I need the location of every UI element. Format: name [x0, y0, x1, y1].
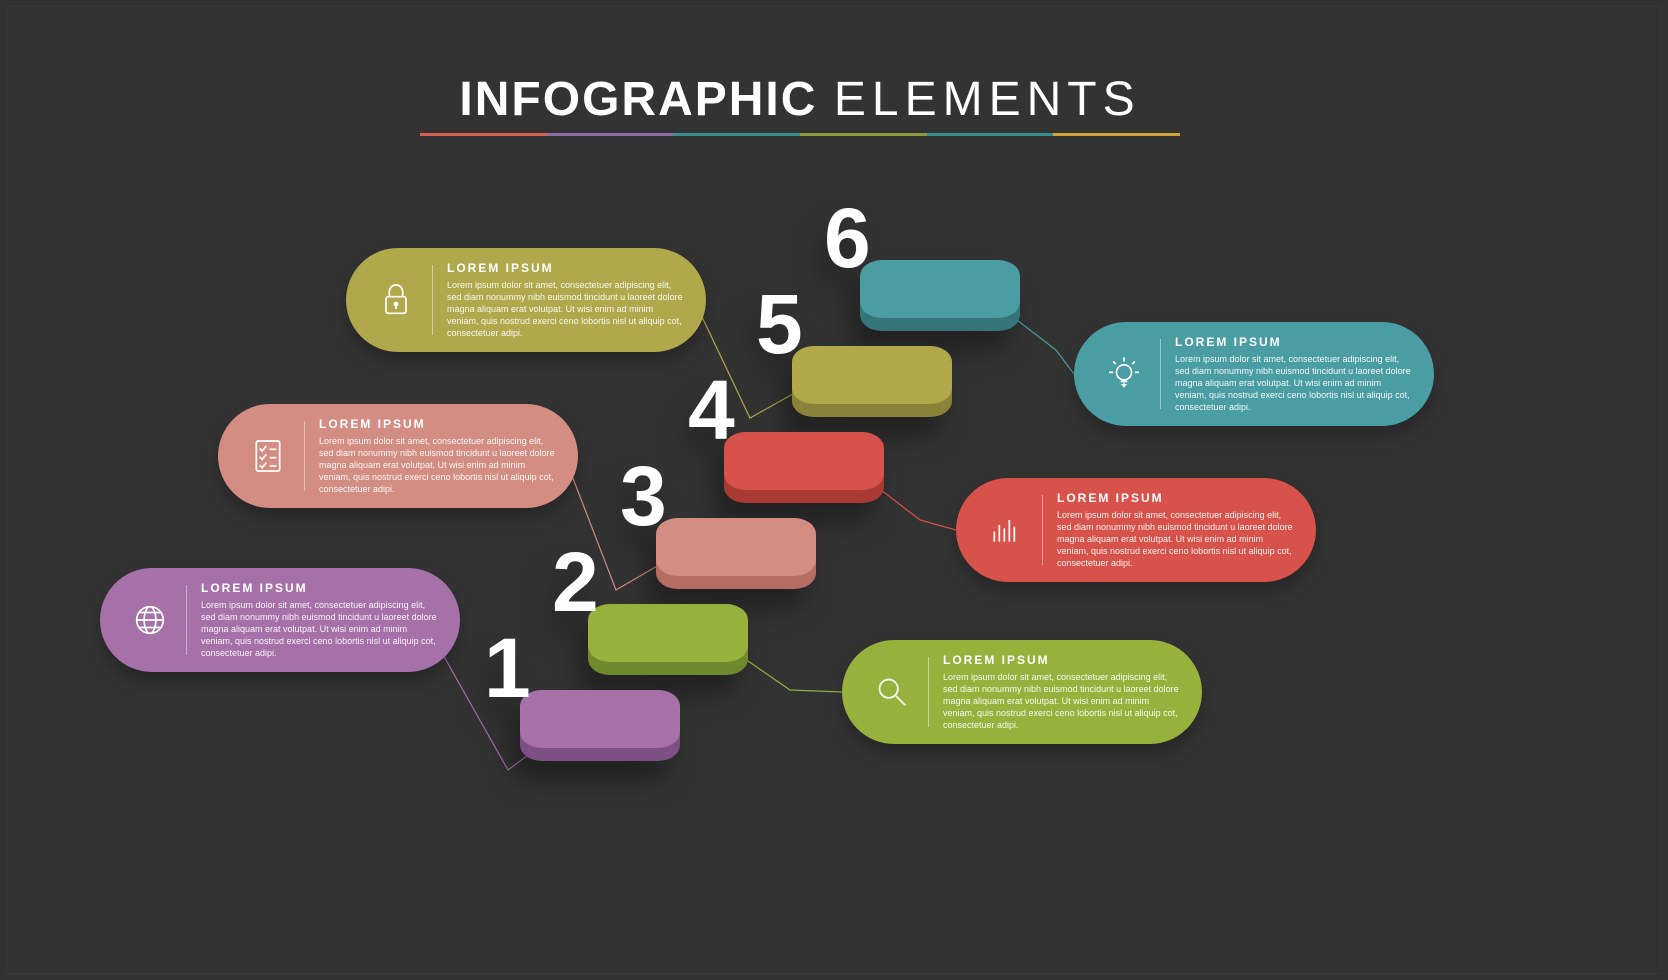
- callout-3-text: LOREM IPSUM Lorem ipsum dolor sit amet, c…: [319, 417, 558, 496]
- step-number-3: 3: [620, 448, 667, 545]
- step-number-4: 4: [688, 362, 735, 459]
- checklist-icon: [238, 436, 298, 476]
- step-1-top: [520, 690, 680, 748]
- callout-5-text: LOREM IPSUM Lorem ipsum dolor sit amet, c…: [447, 261, 686, 340]
- callout-6-body: Lorem ipsum dolor sit amet, consectetuer…: [1175, 353, 1414, 414]
- step-1: 1: [520, 690, 680, 780]
- callout-5-body: Lorem ipsum dolor sit amet, consectetuer…: [447, 279, 686, 340]
- globe-icon: [120, 600, 180, 640]
- callout-4-heading: LOREM IPSUM: [1057, 491, 1296, 505]
- callout-3-body: Lorem ipsum dolor sit amet, consectetuer…: [319, 435, 558, 496]
- callout-2-divider: [928, 657, 929, 727]
- callout-2-heading: LOREM IPSUM: [943, 653, 1182, 667]
- callout-1-text: LOREM IPSUM Lorem ipsum dolor sit amet, c…: [201, 581, 440, 660]
- callout-3: LOREM IPSUM Lorem ipsum dolor sit amet, c…: [218, 404, 578, 508]
- step-6: 6: [860, 260, 1020, 350]
- callout-4-divider: [1042, 495, 1043, 565]
- callout-6: LOREM IPSUM Lorem ipsum dolor sit amet, c…: [1074, 322, 1434, 426]
- callout-3-divider: [304, 421, 305, 491]
- callout-2-text: LOREM IPSUM Lorem ipsum dolor sit amet, c…: [943, 653, 1182, 732]
- step-3: 3: [656, 518, 816, 608]
- lightbulb-icon: [1094, 354, 1154, 394]
- connector-2: [732, 650, 842, 692]
- callout-5-divider: [432, 265, 433, 335]
- title-word-1: INFOGRAPHIC: [459, 72, 817, 127]
- step-2: 2: [588, 604, 748, 694]
- callout-4: LOREM IPSUM Lorem ipsum dolor sit amet, c…: [956, 478, 1316, 582]
- callout-6-divider: [1160, 339, 1161, 409]
- step-4-top: [724, 432, 884, 490]
- step-number-5: 5: [756, 276, 803, 373]
- step-3-top: [656, 518, 816, 576]
- callout-1-heading: LOREM IPSUM: [201, 581, 440, 595]
- bars-icon: [976, 510, 1036, 550]
- lock-icon: [366, 280, 426, 320]
- step-5-top: [792, 346, 952, 404]
- step-2-top: [588, 604, 748, 662]
- callout-2-body: Lorem ipsum dolor sit amet, consectetuer…: [943, 671, 1182, 732]
- step-number-2: 2: [552, 534, 599, 631]
- infographic-stage: INFOGRAPHIC ELEMENTS 654321 LOREM IPSUML…: [0, 0, 1668, 980]
- step-number-1: 1: [484, 620, 531, 717]
- title-underline: [420, 133, 1180, 136]
- callout-6-text: LOREM IPSUM Lorem ipsum dolor sit amet, c…: [1175, 335, 1414, 414]
- step-5: 5: [792, 346, 952, 436]
- callout-6-heading: LOREM IPSUM: [1175, 335, 1414, 349]
- search-icon: [862, 672, 922, 712]
- step-6-top: [860, 260, 1020, 318]
- callout-1-body: Lorem ipsum dolor sit amet, consectetuer…: [201, 599, 440, 660]
- callout-5: LOREM IPSUM Lorem ipsum dolor sit amet, c…: [346, 248, 706, 352]
- step-number-6: 6: [824, 190, 871, 287]
- callout-1-divider: [186, 585, 187, 655]
- callout-2: LOREM IPSUM Lorem ipsum dolor sit amet, c…: [842, 640, 1202, 744]
- title: INFOGRAPHIC ELEMENTS: [420, 72, 1180, 136]
- callout-5-heading: LOREM IPSUM: [447, 261, 686, 275]
- step-4: 4: [724, 432, 884, 522]
- callout-3-heading: LOREM IPSUM: [319, 417, 558, 431]
- callout-1: LOREM IPSUM Lorem ipsum dolor sit amet, c…: [100, 568, 460, 672]
- title-word-2: ELEMENTS: [834, 72, 1141, 127]
- callout-4-body: Lorem ipsum dolor sit amet, consectetuer…: [1057, 509, 1296, 570]
- callout-4-text: LOREM IPSUM Lorem ipsum dolor sit amet, c…: [1057, 491, 1296, 570]
